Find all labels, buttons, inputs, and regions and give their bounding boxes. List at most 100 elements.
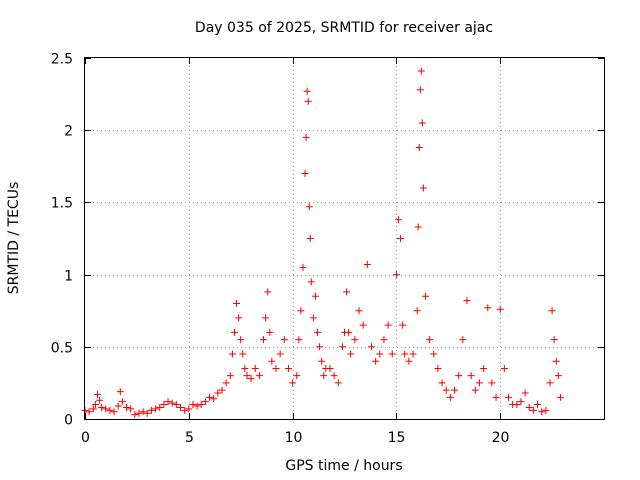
data-point [160,401,168,409]
x-tick-label: 0 [81,430,90,446]
data-point [303,87,311,95]
data-point [93,390,101,398]
data-point [446,393,454,401]
data-point [235,314,243,322]
data-point [355,307,363,315]
data-point [480,364,488,372]
x-tick-label: 15 [388,430,406,446]
data-point [351,336,359,344]
data-point [326,364,334,372]
data-point [243,372,251,380]
data-point [401,350,409,358]
data-point [546,379,554,387]
data-point [338,343,346,351]
data-point [139,408,147,416]
y-tick-label: 1 [64,269,73,285]
data-point [484,304,492,312]
data-point [233,299,241,307]
data-point [334,379,342,387]
data-point [306,235,314,242]
data-point [197,401,205,409]
data-point [414,223,422,231]
data-point [110,408,118,416]
data-point [118,398,126,406]
data-point [413,307,421,315]
data-point [147,406,155,414]
data-point [152,405,160,413]
data-point [548,307,556,315]
plot-frame [84,57,605,420]
data-point [492,393,500,401]
data-point [434,364,442,372]
data-point [102,405,110,413]
data-point [316,343,324,351]
data-point [189,401,197,409]
data-point [318,357,326,365]
axis-ticks: 0 5 10 15 20 0 0.5 1 1.5 2 2.5 [51,52,604,446]
data-point [89,405,97,413]
data-point [320,372,328,380]
data-point [417,67,425,75]
data-point [96,396,104,404]
chart-title: Day 035 of 2025, SRMTID for receiver aja… [195,20,493,36]
data-point [550,336,558,344]
data-point [214,389,222,397]
x-axis-label: GPS time / hours [285,458,402,474]
data-point [363,260,371,268]
data-point [276,350,284,358]
data-point [168,399,176,407]
data-point [397,235,405,242]
data-point [496,305,504,313]
data-point [525,403,533,411]
data-point [513,401,521,409]
data-point [268,357,276,365]
data-point [529,406,537,414]
grid-layer [85,58,604,419]
data-point [372,357,380,365]
data-point [415,144,423,152]
data-point [172,401,180,409]
data-point [284,364,292,372]
data-point [451,386,459,394]
data-point [376,350,384,358]
data-point [471,386,479,394]
data-point [239,350,247,358]
data-point [426,336,434,344]
data-point [416,86,424,94]
data-point [421,292,429,300]
data-point [380,336,388,344]
data-point [206,393,214,401]
data-point [156,403,164,411]
x-tick-label: 5 [185,430,194,446]
data-point [475,379,483,387]
data-point [98,403,106,411]
data-point [399,321,407,329]
data-point [309,314,317,322]
data-point [459,336,467,344]
data-point [488,379,496,387]
data-point [251,364,259,372]
data-point [552,357,560,365]
data-point [394,216,402,224]
data-point [384,321,392,329]
data-point [500,364,508,372]
data-point [467,372,475,380]
data-point [517,398,525,406]
data-point [262,314,270,322]
data-point [297,307,305,315]
data-point [260,336,268,344]
data-point [266,328,274,336]
data-point [345,328,353,336]
data-point [114,402,122,410]
data-point [230,328,238,336]
data-point [330,372,338,380]
data-point [307,278,315,286]
data-point [430,350,438,358]
data-point [123,403,131,411]
x-tick-label: 10 [285,430,303,446]
y-tick-label: 0 [64,413,73,429]
data-point [505,393,513,401]
data-point [302,133,310,141]
data-point [218,386,226,394]
